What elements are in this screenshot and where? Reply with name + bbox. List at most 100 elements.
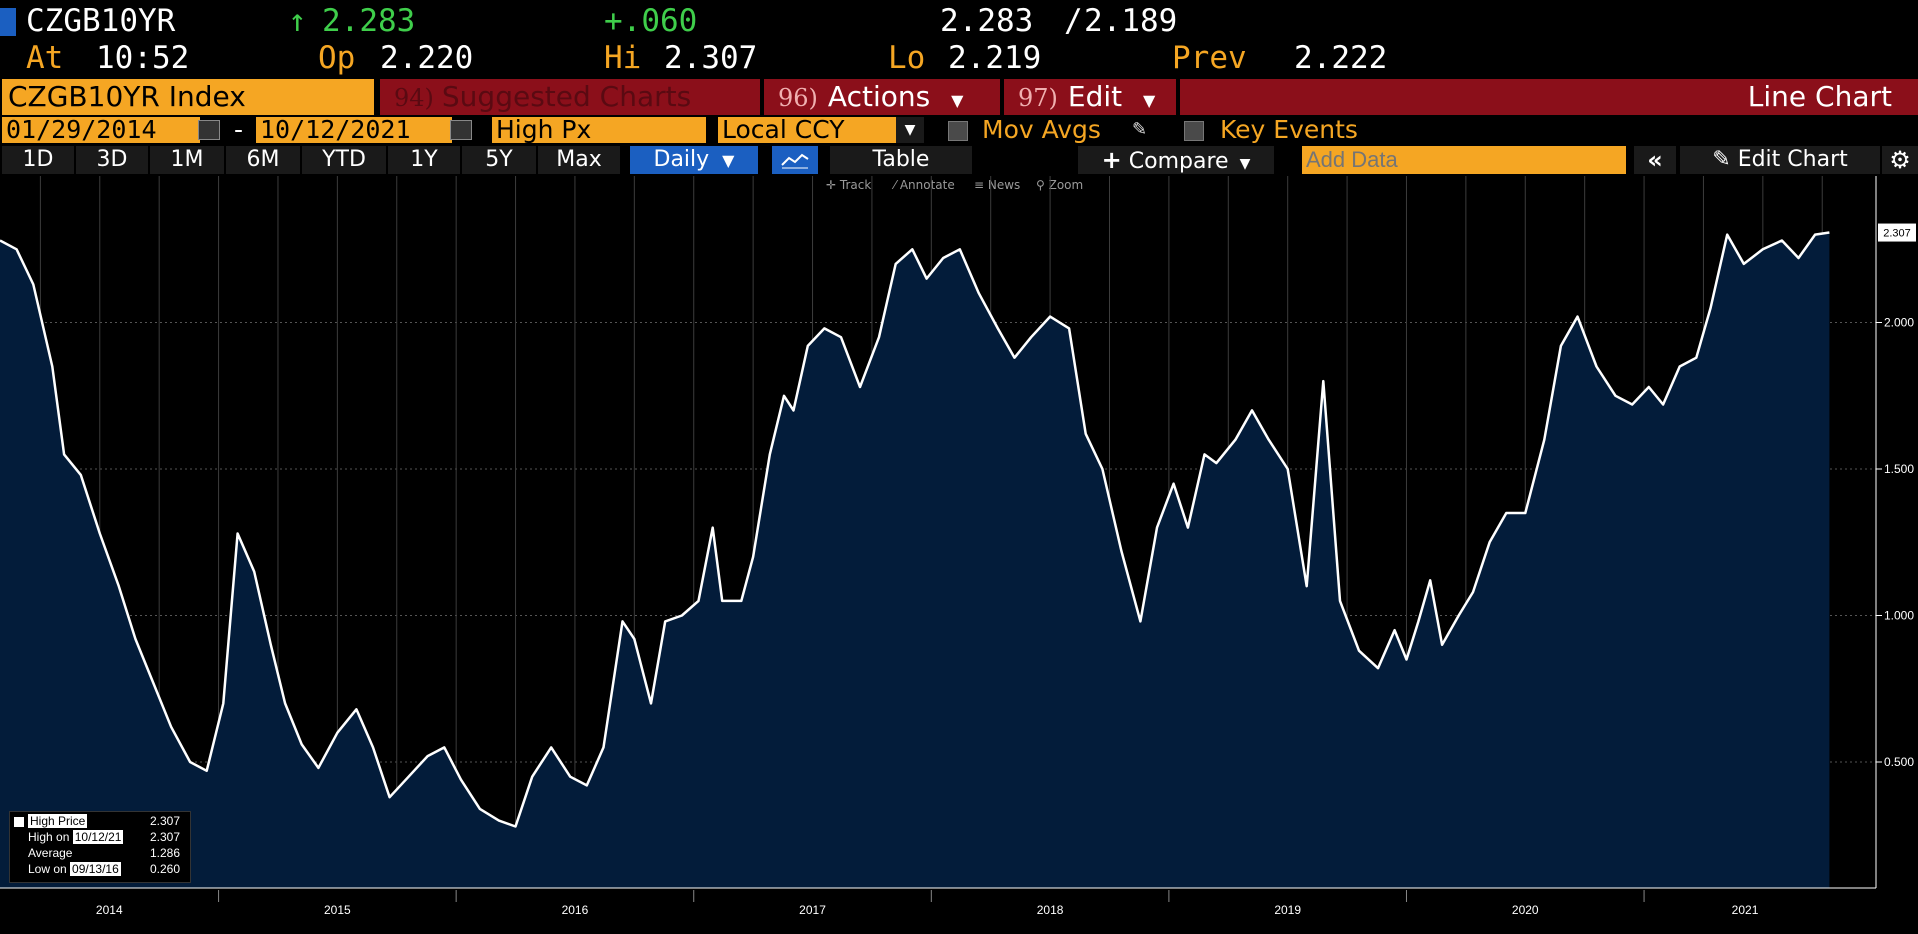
calendar-icon[interactable] — [450, 120, 472, 140]
chart-toolbar: CZGB10YR Index 94) Suggested Charts 96) Ac… — [0, 79, 1918, 115]
chevron-down-icon[interactable]: ▼ — [896, 117, 924, 143]
pencil-icon: ✎ — [1712, 147, 1731, 172]
edit-menu[interactable]: 97) Edit ▼ — [1004, 79, 1176, 115]
legend-high-price-value: 2.307 — [149, 814, 180, 828]
bid-price: 2.283 — [940, 3, 1034, 39]
chevron-down-icon: ▼ — [1239, 156, 1251, 172]
price-field-select[interactable]: High Px — [492, 117, 706, 143]
period-button-max[interactable]: Max — [538, 146, 622, 174]
legend-low-on: Low on 09/13/16 0.260 — [14, 862, 186, 876]
ticker-symbol: CZGB10YR — [26, 3, 176, 39]
suggested-charts-menu[interactable]: 94) Suggested Charts — [380, 79, 760, 115]
low-label: Lo — [888, 40, 926, 76]
security-label: CZGB10YR Index — [8, 80, 246, 113]
suggested-charts-label: Suggested Charts — [441, 80, 692, 113]
price-area-fill — [0, 232, 1830, 888]
security-field[interactable]: CZGB10YR Index — [2, 79, 374, 115]
annotate-tool[interactable]: ⁄ Annotate — [894, 178, 955, 192]
collapse-double-chevron-icon[interactable]: « — [1634, 146, 1678, 174]
x-tick-label: 2021 — [1732, 903, 1759, 917]
up-arrow-icon: ↑ — [288, 3, 307, 39]
news-icon: ≡ — [974, 178, 988, 192]
high-label: Hi — [604, 40, 642, 76]
bid-ask-separator: / — [1064, 3, 1083, 39]
period-button-1m[interactable]: 1M — [150, 146, 226, 174]
annotate-icon: ⁄ — [894, 178, 900, 192]
end-date-field[interactable]: 10/12/2021 — [256, 117, 452, 143]
y-tick-label: 2.000 — [1884, 316, 1914, 330]
zoom-tool-label: Zoom — [1048, 178, 1084, 192]
suggested-charts-number: 94) — [394, 84, 434, 112]
period-button-1d[interactable]: 1D — [2, 146, 76, 174]
legend-low-on-value: 0.260 — [149, 862, 180, 876]
key-events-checkbox[interactable] — [1184, 121, 1204, 141]
table-button[interactable]: Table — [830, 146, 974, 174]
legend-high-on-date: 10/12/21 — [72, 830, 124, 844]
period-button-ytd[interactable]: YTD — [302, 146, 388, 174]
legend-high-price: High Price 2.307 — [14, 814, 186, 828]
chevron-down-icon: ▼ — [1143, 91, 1156, 110]
open-price: 2.220 — [380, 40, 474, 76]
edit-chart-button[interactable]: ✎ Edit Chart — [1680, 146, 1882, 174]
period-toolbar: 1D 3D 1M 6M YTD 1Y 5Y Max Daily ▼ Table … — [0, 146, 1918, 174]
high-price: 2.307 — [664, 40, 758, 76]
legend-swatch — [14, 816, 24, 827]
legend-high-on-value: 2.307 — [149, 830, 180, 844]
period-button-6m[interactable]: 6M — [226, 146, 302, 174]
legend-average-value: 1.286 — [149, 846, 180, 860]
track-tool[interactable]: ✛ Track — [826, 178, 871, 192]
last-value-marker — [1878, 223, 1916, 242]
period-button-3d[interactable]: 3D — [76, 146, 150, 174]
last-price: 2.283 — [322, 3, 416, 39]
y-tick-label: 1.500 — [1884, 462, 1914, 476]
key-events-label: Key Events — [1220, 115, 1358, 144]
chart-type-label: Line Chart — [1747, 80, 1892, 113]
time-label: At — [26, 40, 64, 76]
legend-low-on-label: Low on — [28, 862, 67, 876]
x-tick-label: 2014 — [96, 903, 123, 917]
y-tick-label: 0.500 — [1884, 755, 1914, 769]
line-chart-icon[interactable] — [772, 146, 820, 174]
frequency-select[interactable]: Daily ▼ — [630, 146, 760, 174]
legend-average: Average 1.286 — [14, 846, 186, 860]
price-line — [0, 231, 1830, 828]
magnifier-icon: ⚲ — [1036, 178, 1049, 192]
compare-button[interactable]: + Compare ▼ — [1078, 146, 1276, 174]
mov-avgs-checkbox[interactable] — [948, 121, 968, 141]
compare-label: Compare — [1128, 149, 1229, 174]
price-chart[interactable]: 0.500 1.000 1.500 2.000 2014 2015 2016 2017 201… — [0, 176, 1918, 934]
chevron-down-icon: ▼ — [722, 151, 735, 170]
annotate-tool-label: Annotate — [899, 178, 955, 192]
start-date-field[interactable]: 01/29/2014 — [2, 117, 200, 143]
actions-number: 96) — [778, 84, 818, 112]
news-tool[interactable]: ≡ News — [974, 178, 1020, 192]
edit-chart-label: Edit Chart — [1737, 147, 1848, 172]
pencil-icon[interactable]: ✎ — [1132, 119, 1148, 140]
x-tick-label: 2020 — [1512, 903, 1539, 917]
chart-type-banner: Line Chart — [1180, 79, 1918, 115]
add-data-input[interactable] — [1302, 146, 1626, 174]
actions-menu[interactable]: 96) Actions ▼ — [764, 79, 1000, 115]
y-tick-label: 1.000 — [1884, 609, 1914, 623]
gear-icon[interactable]: ⚙ — [1882, 146, 1918, 174]
prev-close: 2.222 — [1294, 40, 1388, 76]
zoom-tool[interactable]: ⚲ Zoom — [1036, 178, 1083, 192]
plus-icon: + — [1101, 146, 1122, 174]
last-value-label: 2.307 — [1883, 228, 1911, 240]
period-button-5y[interactable]: 5Y — [462, 146, 538, 174]
legend-average-label: Average — [28, 846, 73, 860]
legend-high-on: High on 10/12/21 2.307 — [14, 830, 186, 844]
period-button-1y[interactable]: 1Y — [388, 146, 462, 174]
mov-avgs-label: Mov Avgs — [982, 115, 1101, 144]
quote-time: 10:52 — [96, 40, 190, 76]
edit-number: 97) — [1018, 84, 1058, 112]
chevron-down-icon: ▼ — [951, 91, 964, 110]
prev-label: Prev — [1172, 40, 1247, 76]
legend-high-price-label: High Price — [28, 814, 88, 828]
currency-select[interactable]: Local CCY — [718, 117, 898, 143]
legend-low-on-date: 09/13/16 — [70, 862, 121, 876]
calendar-icon[interactable] — [198, 120, 220, 140]
ticker-color-marker — [0, 8, 16, 36]
ask-price: 2.189 — [1084, 3, 1178, 39]
frequency-label: Daily — [653, 147, 710, 172]
